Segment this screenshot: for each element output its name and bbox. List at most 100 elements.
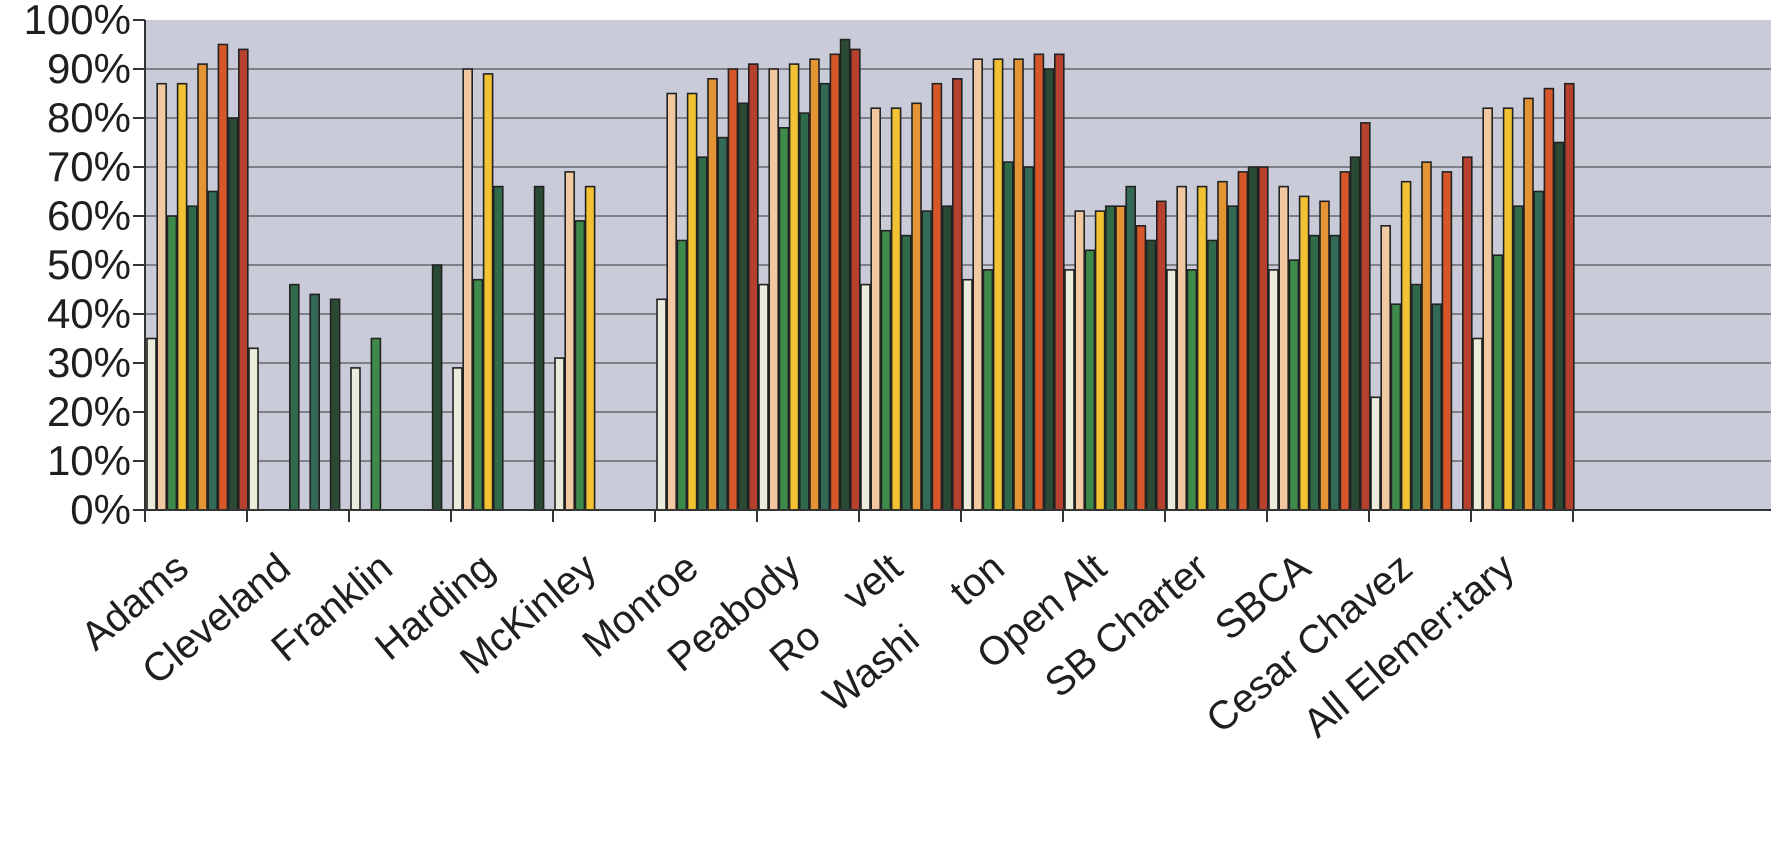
bar bbox=[207, 190, 218, 511]
bar bbox=[1492, 254, 1504, 511]
bar bbox=[809, 58, 820, 511]
bar bbox=[972, 58, 984, 511]
bar bbox=[666, 92, 678, 511]
y-axis-ticks: 0%10%20%30%40%50%60%70%80%90%100% bbox=[24, 0, 145, 533]
bar bbox=[1237, 171, 1249, 511]
bar bbox=[1513, 205, 1524, 511]
bar bbox=[1135, 225, 1147, 511]
bar bbox=[1002, 161, 1014, 511]
bar bbox=[1156, 200, 1167, 511]
bar bbox=[982, 269, 994, 511]
bar bbox=[1441, 171, 1453, 511]
bar bbox=[1043, 68, 1055, 511]
bar bbox=[329, 298, 341, 511]
bar bbox=[900, 234, 912, 511]
bar bbox=[1543, 87, 1555, 511]
bar bbox=[1523, 97, 1534, 511]
bar bbox=[1217, 180, 1228, 511]
y-tick-label: 90% bbox=[47, 45, 131, 92]
bar bbox=[941, 205, 953, 511]
bar bbox=[676, 239, 688, 511]
bar bbox=[951, 78, 963, 511]
bar bbox=[931, 82, 943, 511]
bar bbox=[1349, 156, 1361, 511]
bar bbox=[1145, 239, 1157, 511]
bar bbox=[1380, 225, 1391, 511]
bar bbox=[737, 102, 749, 511]
bar bbox=[696, 156, 708, 511]
bars bbox=[146, 38, 1575, 511]
bar bbox=[1431, 303, 1442, 511]
bar bbox=[1196, 185, 1208, 511]
bar bbox=[452, 367, 463, 511]
bar bbox=[462, 68, 474, 511]
bar bbox=[1166, 269, 1177, 511]
bar bbox=[849, 48, 861, 511]
bar bbox=[1482, 107, 1493, 511]
bar bbox=[860, 283, 871, 511]
bar bbox=[1360, 122, 1371, 511]
bar bbox=[1564, 82, 1575, 511]
bar bbox=[1115, 205, 1126, 511]
bar bbox=[1533, 190, 1544, 511]
y-tick-label: 10% bbox=[47, 437, 131, 484]
bar bbox=[166, 215, 178, 511]
bar bbox=[1421, 161, 1432, 511]
bar bbox=[819, 82, 831, 511]
bar bbox=[533, 185, 545, 511]
y-tick-label: 40% bbox=[47, 290, 131, 337]
bar bbox=[911, 102, 922, 511]
bar bbox=[890, 107, 902, 511]
bar bbox=[472, 278, 484, 511]
bar bbox=[992, 58, 1004, 511]
bar bbox=[1370, 396, 1381, 511]
bar bbox=[1186, 269, 1198, 511]
bar bbox=[309, 293, 321, 511]
bar bbox=[431, 264, 443, 511]
bar bbox=[1247, 166, 1259, 511]
bar bbox=[1339, 171, 1351, 511]
bar bbox=[870, 107, 882, 511]
bar bbox=[1207, 239, 1218, 511]
bar bbox=[1329, 234, 1340, 511]
bar bbox=[1400, 180, 1412, 511]
bar bbox=[1064, 269, 1075, 511]
bar bbox=[156, 82, 167, 511]
bar bbox=[554, 357, 565, 511]
bar bbox=[187, 205, 198, 511]
bar bbox=[1227, 205, 1238, 511]
bar bbox=[1074, 210, 1085, 511]
y-tick-label: 20% bbox=[47, 388, 131, 435]
bar bbox=[1390, 303, 1402, 511]
bar bbox=[798, 112, 810, 511]
bar bbox=[839, 38, 851, 511]
bar bbox=[829, 53, 841, 511]
bar bbox=[1309, 234, 1320, 511]
bar bbox=[1319, 200, 1330, 511]
bar bbox=[1553, 141, 1565, 511]
bar bbox=[227, 117, 239, 511]
bar bbox=[370, 337, 382, 511]
x-axis-ticks: AdamsClevelandFranklinHardingMcKinleyMon… bbox=[73, 510, 1574, 746]
y-tick-label: 50% bbox=[47, 241, 131, 288]
bar bbox=[1054, 53, 1065, 511]
bar bbox=[1472, 337, 1483, 511]
bar bbox=[747, 63, 759, 511]
bar bbox=[482, 73, 494, 511]
bar bbox=[1013, 58, 1024, 511]
bar bbox=[574, 220, 586, 511]
bar bbox=[962, 278, 973, 511]
bar bbox=[778, 127, 790, 511]
bar bbox=[146, 337, 157, 511]
bar bbox=[1411, 283, 1422, 511]
bar bbox=[1502, 107, 1514, 511]
y-tick-label: 30% bbox=[47, 339, 131, 386]
bar bbox=[288, 283, 300, 511]
bar bbox=[564, 171, 576, 511]
bar bbox=[1278, 185, 1289, 511]
bar bbox=[248, 347, 259, 511]
bar bbox=[1033, 53, 1045, 511]
bar bbox=[584, 185, 596, 511]
bar bbox=[176, 82, 188, 511]
